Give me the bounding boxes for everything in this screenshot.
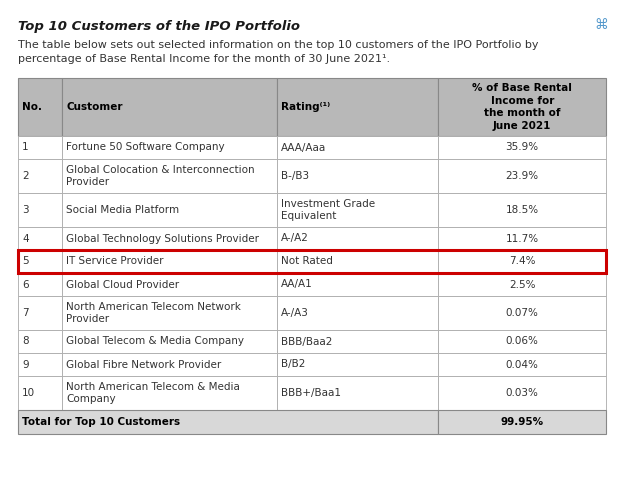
Bar: [18, 353, 62, 376]
Bar: [62, 376, 276, 410]
Bar: [276, 296, 439, 330]
Bar: [18, 227, 62, 250]
Bar: [439, 330, 606, 353]
Text: Customer: Customer: [66, 102, 122, 112]
Bar: [439, 193, 606, 227]
Bar: [439, 250, 606, 273]
Text: Fortune 50 Software Company: Fortune 50 Software Company: [66, 142, 225, 153]
Text: 6: 6: [22, 280, 29, 289]
Text: North American Telecom Network
Provider: North American Telecom Network Provider: [66, 302, 241, 324]
Bar: [276, 353, 439, 376]
Bar: [276, 250, 439, 273]
Bar: [62, 353, 276, 376]
Bar: [18, 193, 62, 227]
Bar: [18, 78, 62, 136]
Bar: [62, 296, 276, 330]
Bar: [439, 273, 606, 296]
Bar: [276, 376, 439, 410]
Text: IT Service Provider: IT Service Provider: [66, 256, 163, 267]
Text: 2.5%: 2.5%: [509, 280, 535, 289]
Bar: [62, 193, 276, 227]
Bar: [439, 227, 606, 250]
Text: 7: 7: [22, 308, 29, 318]
Bar: [18, 159, 62, 193]
Text: 18.5%: 18.5%: [505, 205, 539, 215]
Text: 0.03%: 0.03%: [506, 388, 539, 398]
Text: Investment Grade
Equivalent: Investment Grade Equivalent: [281, 199, 375, 221]
Text: B-/B3: B-/B3: [281, 171, 309, 181]
Bar: [62, 227, 276, 250]
Text: A-/A3: A-/A3: [281, 308, 309, 318]
Bar: [18, 410, 439, 434]
Text: 5: 5: [22, 256, 29, 267]
Bar: [439, 376, 606, 410]
Text: Global Cloud Provider: Global Cloud Provider: [66, 280, 179, 289]
Text: Global Fibre Network Provider: Global Fibre Network Provider: [66, 359, 222, 369]
Bar: [276, 227, 439, 250]
Text: 8: 8: [22, 337, 29, 346]
Text: ⌘: ⌘: [594, 18, 608, 32]
Text: percentage of Base Rental Income for the month of 30 June 2021¹.: percentage of Base Rental Income for the…: [18, 54, 390, 64]
Bar: [276, 193, 439, 227]
Text: Not Rated: Not Rated: [281, 256, 333, 267]
Text: Top 10 Customers of the IPO Portfolio: Top 10 Customers of the IPO Portfolio: [18, 20, 300, 33]
Text: Social Media Platform: Social Media Platform: [66, 205, 179, 215]
Bar: [276, 330, 439, 353]
Bar: [18, 136, 62, 159]
Text: 7.4%: 7.4%: [509, 256, 535, 267]
Text: A-/A2: A-/A2: [281, 233, 309, 243]
Text: B/B2: B/B2: [281, 359, 305, 369]
Text: 3: 3: [22, 205, 29, 215]
Bar: [18, 296, 62, 330]
Text: BBB/Baa2: BBB/Baa2: [281, 337, 332, 346]
Text: The table below sets out selected information on the top 10 customers of the IPO: The table below sets out selected inform…: [18, 40, 539, 50]
Text: 0.07%: 0.07%: [506, 308, 539, 318]
Bar: [62, 250, 276, 273]
Text: % of Base Rental
Income for
the month of
June 2021: % of Base Rental Income for the month of…: [472, 84, 572, 130]
Text: 0.04%: 0.04%: [506, 359, 539, 369]
Bar: [62, 159, 276, 193]
Bar: [18, 330, 62, 353]
Bar: [439, 159, 606, 193]
Text: 1: 1: [22, 142, 29, 153]
Bar: [439, 353, 606, 376]
Text: No.: No.: [22, 102, 42, 112]
Bar: [439, 78, 606, 136]
Bar: [276, 273, 439, 296]
Text: AAA/Aaa: AAA/Aaa: [281, 142, 326, 153]
Text: Rating⁽¹⁾: Rating⁽¹⁾: [281, 102, 330, 112]
Text: 9: 9: [22, 359, 29, 369]
Bar: [18, 250, 606, 273]
Text: 0.06%: 0.06%: [506, 337, 539, 346]
Bar: [439, 410, 606, 434]
Bar: [62, 330, 276, 353]
Bar: [62, 136, 276, 159]
Bar: [18, 273, 62, 296]
Bar: [18, 250, 62, 273]
Bar: [439, 296, 606, 330]
Text: North American Telecom & Media
Company: North American Telecom & Media Company: [66, 382, 240, 404]
Bar: [18, 376, 62, 410]
Text: Global Colocation & Interconnection
Provider: Global Colocation & Interconnection Prov…: [66, 165, 255, 187]
Bar: [62, 78, 276, 136]
Text: BBB+/Baa1: BBB+/Baa1: [281, 388, 341, 398]
Text: 99.95%: 99.95%: [500, 417, 544, 427]
Text: 4: 4: [22, 233, 29, 243]
Text: 2: 2: [22, 171, 29, 181]
Text: AA/A1: AA/A1: [281, 280, 313, 289]
Text: Global Technology Solutions Provider: Global Technology Solutions Provider: [66, 233, 259, 243]
Text: 11.7%: 11.7%: [505, 233, 539, 243]
Bar: [276, 136, 439, 159]
Text: 35.9%: 35.9%: [505, 142, 539, 153]
Text: 23.9%: 23.9%: [505, 171, 539, 181]
Bar: [439, 136, 606, 159]
Bar: [62, 273, 276, 296]
Text: Total for Top 10 Customers: Total for Top 10 Customers: [22, 417, 180, 427]
Bar: [276, 78, 439, 136]
Text: Global Telecom & Media Company: Global Telecom & Media Company: [66, 337, 244, 346]
Bar: [276, 159, 439, 193]
Text: 10: 10: [22, 388, 35, 398]
